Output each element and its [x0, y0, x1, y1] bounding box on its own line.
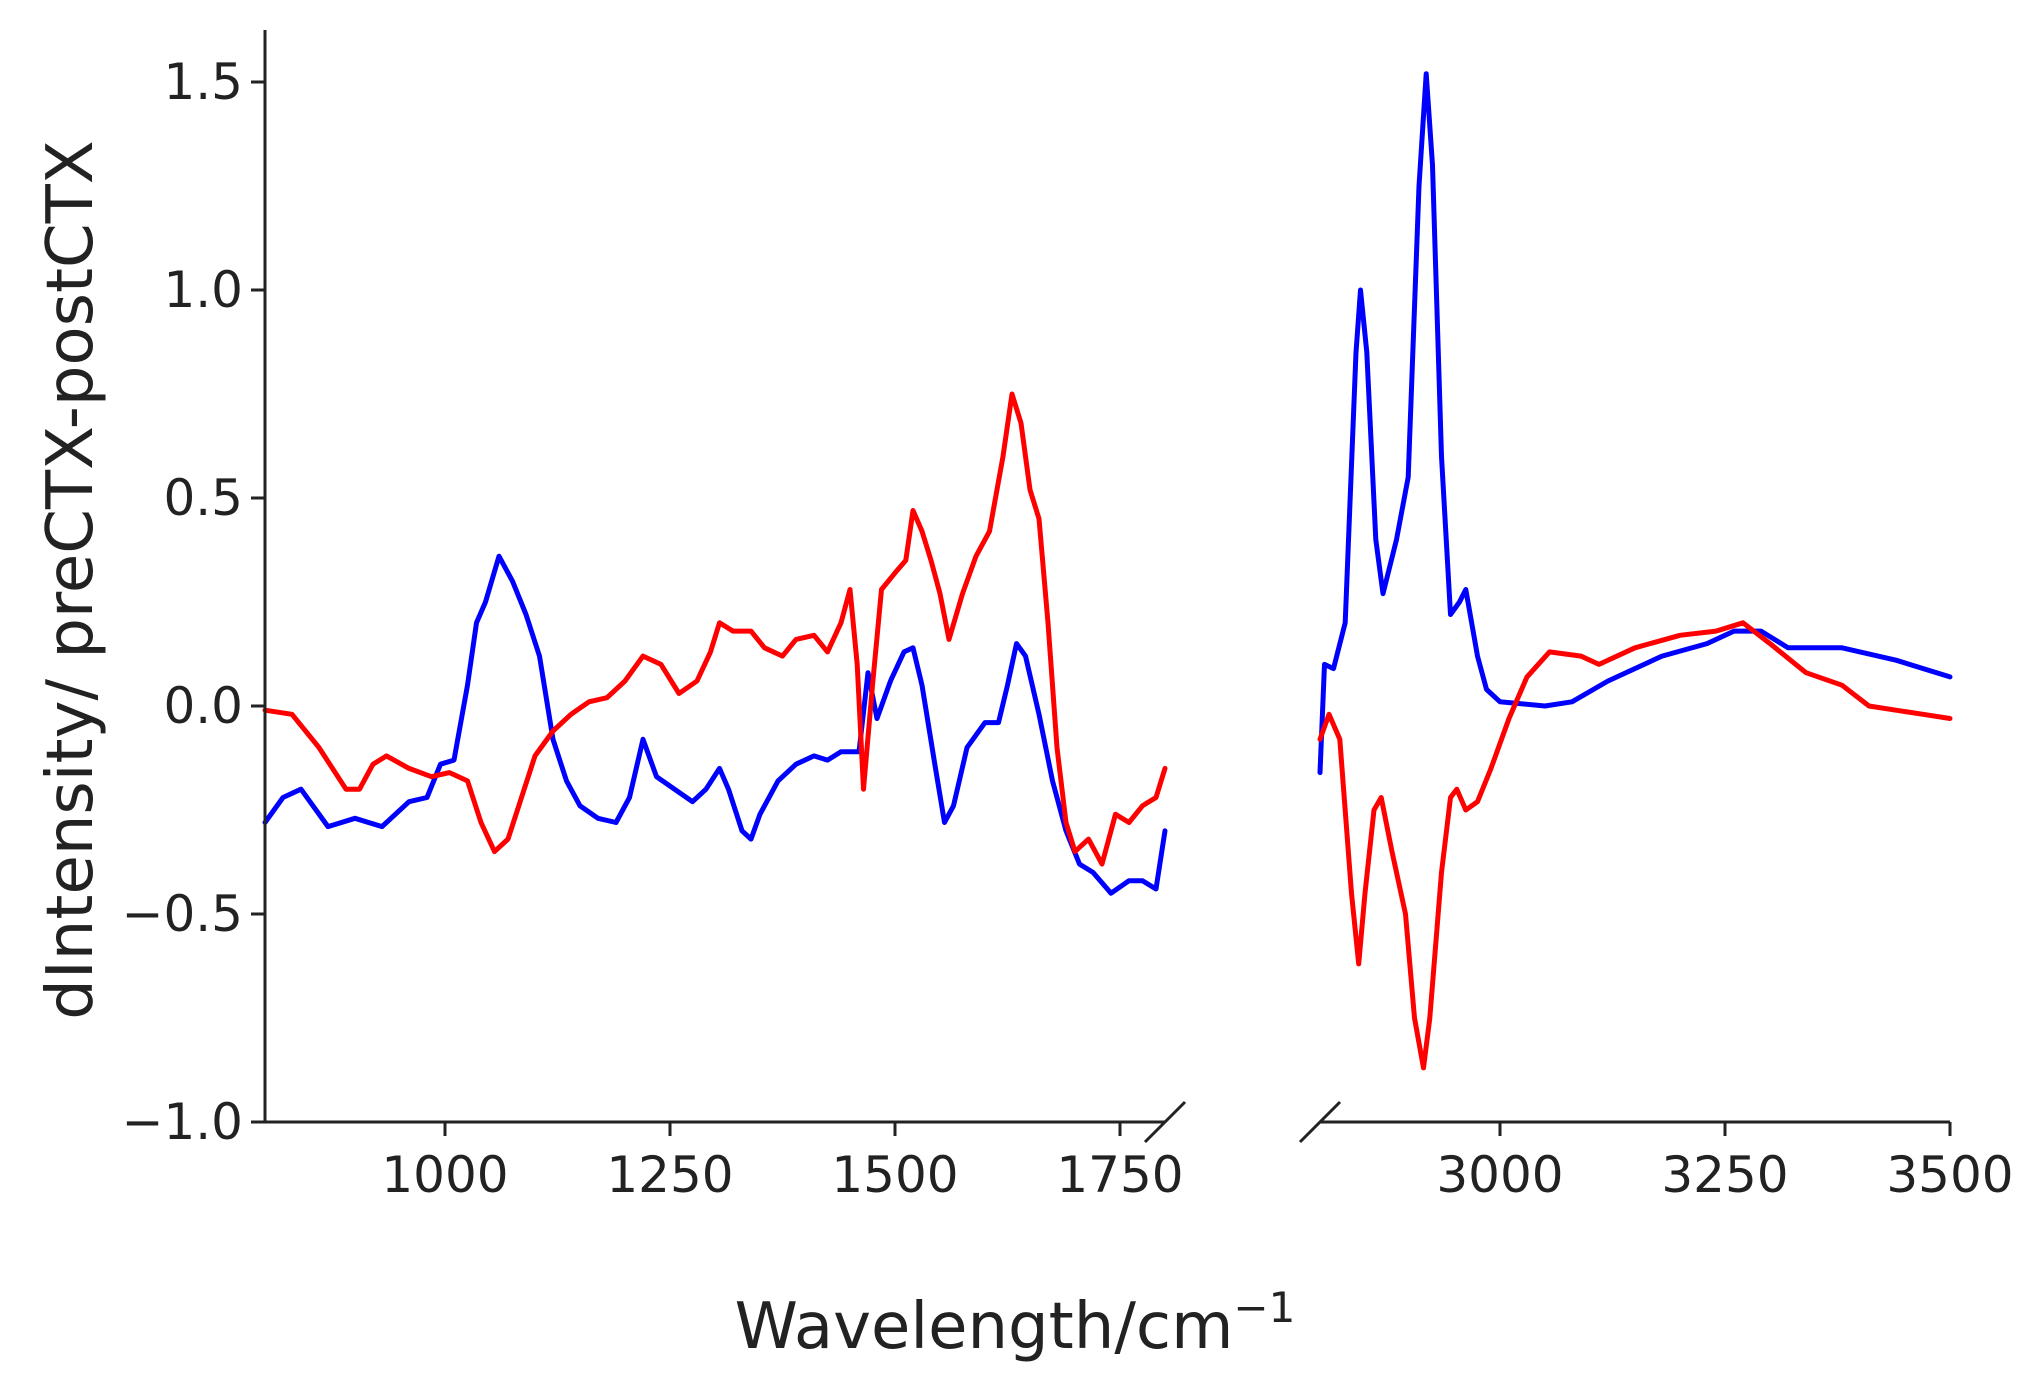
x-tick-label: 1750	[1056, 1146, 1183, 1204]
x-tick-label: 3500	[1886, 1146, 2013, 1204]
y-tick-label: 0.0	[163, 677, 243, 735]
y-tick-label: −0.5	[122, 885, 243, 943]
series-1-line-panel-1	[262, 553, 1168, 896]
ticks-layer: −1.0 −0.5 0.0 0.5 1.0 1.5 1000 1250 1500 1750 3000…	[122, 53, 2014, 1204]
x-tick-label: 1500	[831, 1146, 958, 1204]
y-tick-label: 0.5	[163, 469, 243, 527]
series-layer	[262, 71, 1953, 1071]
y-tick-label: 1.5	[163, 53, 243, 111]
y-tick-label: 1.0	[163, 261, 243, 319]
x-tick-label: 3250	[1661, 1146, 1788, 1204]
series-1-line-panel-2	[1317, 71, 1953, 776]
axis-break-mark-left	[1143, 1100, 1187, 1144]
series-2-line-panel-2	[1317, 620, 1953, 1071]
axis-break-mark-right	[1298, 1100, 1342, 1144]
series-2-line-panel-1	[262, 391, 1168, 867]
axes-layer	[263, 30, 1950, 1144]
x-axis-title-superscript: −1	[1233, 1283, 1295, 1332]
x-tick-label: 1250	[606, 1146, 733, 1204]
x-tick-label: 3000	[1436, 1146, 1563, 1204]
y-tick-label: −1.0	[122, 1093, 243, 1151]
x-axis-title-main: Wavelength/cm	[735, 1290, 1234, 1364]
y-axis-title: dIntensity/ preCTX-postCTX	[34, 140, 108, 1019]
x-axis-title: Wavelength/cm−1	[735, 1283, 1296, 1364]
x-tick-label: 1000	[381, 1146, 508, 1204]
